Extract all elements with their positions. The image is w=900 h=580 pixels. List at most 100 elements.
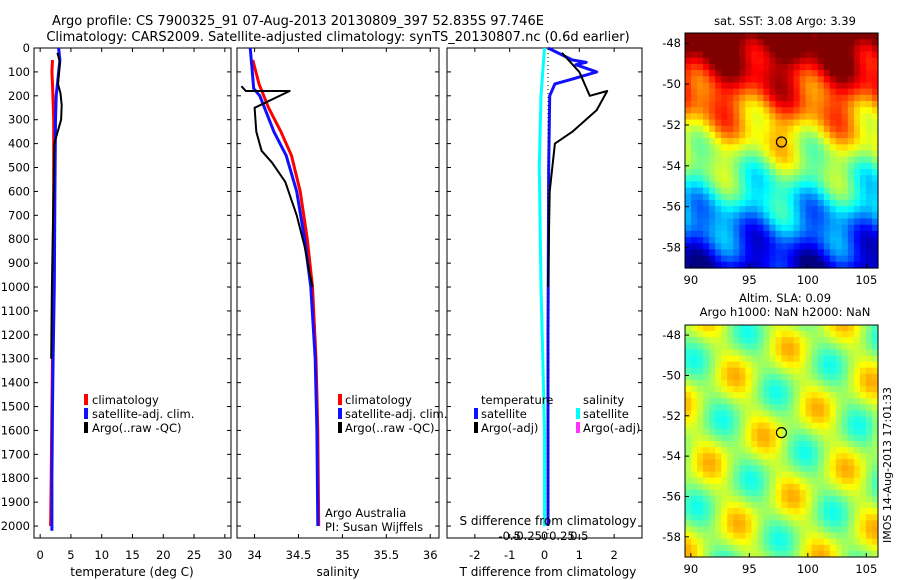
map-cell — [739, 230, 746, 238]
map-cell — [763, 502, 771, 509]
map-cell — [751, 379, 758, 387]
map-cell — [835, 181, 843, 189]
map-cell — [847, 261, 855, 269]
map-cell — [733, 404, 740, 412]
map-cell — [739, 212, 746, 220]
map-cell — [769, 550, 777, 558]
map-cell — [775, 199, 783, 207]
map-cell — [805, 386, 813, 393]
map-cell — [727, 526, 734, 534]
map-cell — [733, 441, 740, 448]
map-cell — [847, 489, 855, 497]
y-tick-label: 600 — [8, 184, 30, 198]
map-cell — [847, 343, 855, 351]
map-cell — [727, 169, 734, 176]
map-cell — [727, 392, 734, 399]
map-cell — [865, 416, 873, 424]
map-cell — [685, 471, 692, 479]
map-cell — [793, 212, 801, 220]
map-cell — [715, 187, 722, 195]
map-cell — [775, 150, 783, 158]
map-cell — [721, 379, 728, 387]
map-cell — [685, 495, 692, 503]
map-cell — [859, 237, 867, 244]
map-cell — [865, 337, 873, 344]
map-cell — [829, 526, 837, 534]
map-cell — [817, 193, 825, 201]
map-cell — [691, 144, 698, 152]
map-cell — [865, 125, 873, 133]
map-cell — [859, 495, 867, 503]
series-argo-raw-qc- — [50, 52, 63, 359]
map-cell — [871, 398, 879, 405]
map-cell — [781, 373, 789, 381]
map-cell — [793, 373, 801, 381]
map-cell — [757, 125, 765, 133]
map-cell — [685, 447, 692, 454]
map-cell — [721, 144, 728, 152]
map-cell — [841, 532, 849, 540]
map-cell — [721, 237, 728, 244]
map-cell — [859, 355, 867, 363]
map-cell — [835, 331, 843, 338]
map-cell — [859, 392, 867, 399]
map-cell — [745, 434, 752, 442]
map-cell — [757, 325, 765, 332]
map-cell — [685, 150, 692, 158]
map-cell — [793, 206, 801, 213]
map-cell — [685, 63, 692, 71]
map-cell — [685, 181, 692, 189]
map-cell — [703, 544, 710, 552]
series-argo-raw-qc- — [240, 85, 314, 288]
map-cell — [865, 212, 873, 220]
map-cell — [841, 550, 849, 558]
map-cell — [763, 255, 771, 263]
map-cell — [733, 33, 740, 40]
map-cell — [799, 465, 807, 473]
map-cell — [817, 361, 825, 369]
legend-label-satellite-adj: satellite-adj. clim. — [92, 407, 194, 421]
map-cell — [781, 343, 789, 351]
map-cell — [787, 379, 795, 387]
map-cell — [835, 82, 843, 90]
map-cell — [691, 76, 698, 84]
map-cell — [787, 514, 795, 521]
map-cell — [709, 544, 716, 552]
map-cell — [733, 453, 740, 460]
map-cell — [727, 138, 734, 145]
map-cell — [787, 538, 795, 546]
map-cell — [757, 465, 765, 473]
map-cell — [775, 70, 783, 77]
map-cell — [799, 410, 807, 418]
map-cell — [811, 355, 819, 363]
map-cell — [817, 162, 825, 170]
map-cell — [823, 144, 831, 152]
map-cell — [787, 169, 795, 176]
map-cell — [697, 113, 704, 121]
map-cell — [703, 465, 710, 473]
map-cell — [685, 361, 692, 369]
map-cell — [787, 224, 795, 232]
map-cell — [709, 63, 716, 71]
map-cell — [757, 416, 765, 424]
map-cell — [727, 331, 734, 338]
map-cell — [763, 119, 771, 127]
map-cell — [847, 119, 855, 127]
map-cell — [709, 76, 716, 84]
map-cell — [691, 125, 698, 133]
map-cell — [769, 325, 777, 332]
map-cell — [829, 520, 837, 528]
map-cell — [763, 162, 771, 170]
map-cell — [727, 465, 734, 473]
map-cell — [871, 255, 879, 263]
map-cell — [823, 150, 831, 158]
map-cell — [805, 45, 813, 53]
map-cell — [781, 156, 789, 164]
map-cell — [685, 489, 692, 497]
map-cell — [787, 453, 795, 460]
map-cell — [799, 392, 807, 399]
map-cell — [829, 101, 837, 108]
map-cell — [739, 441, 746, 448]
map-cell — [853, 495, 861, 503]
map-cell — [745, 181, 752, 189]
